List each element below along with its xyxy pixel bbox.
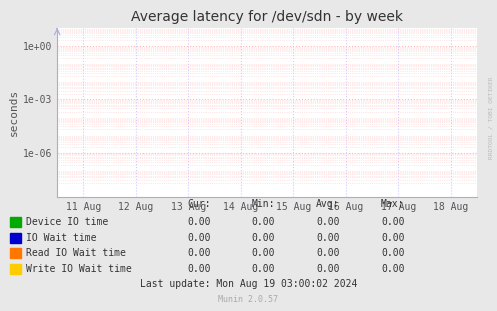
Text: RRDTOOL / TOBI OETIKER: RRDTOOL / TOBI OETIKER	[489, 77, 494, 160]
Text: 0.00: 0.00	[187, 248, 211, 258]
Text: Write IO Wait time: Write IO Wait time	[26, 264, 132, 274]
Text: Avg:: Avg:	[316, 199, 340, 209]
Text: Munin 2.0.57: Munin 2.0.57	[219, 295, 278, 304]
Text: 0.00: 0.00	[316, 217, 340, 227]
Text: 0.00: 0.00	[316, 264, 340, 274]
Text: 0.00: 0.00	[187, 264, 211, 274]
Title: Average latency for /dev/sdn - by week: Average latency for /dev/sdn - by week	[131, 10, 403, 24]
Text: 0.00: 0.00	[381, 248, 405, 258]
Text: Max:: Max:	[381, 199, 405, 209]
Text: 0.00: 0.00	[381, 264, 405, 274]
Text: 0.00: 0.00	[251, 248, 275, 258]
Text: Last update: Mon Aug 19 03:00:02 2024: Last update: Mon Aug 19 03:00:02 2024	[140, 279, 357, 289]
Text: 0.00: 0.00	[381, 217, 405, 227]
Text: 0.00: 0.00	[251, 233, 275, 243]
Text: Device IO time: Device IO time	[26, 217, 108, 227]
Text: Read IO Wait time: Read IO Wait time	[26, 248, 126, 258]
Text: 0.00: 0.00	[381, 233, 405, 243]
Text: 0.00: 0.00	[251, 264, 275, 274]
Text: 0.00: 0.00	[187, 217, 211, 227]
Text: 0.00: 0.00	[251, 217, 275, 227]
Y-axis label: seconds: seconds	[9, 89, 19, 136]
Text: IO Wait time: IO Wait time	[26, 233, 96, 243]
Text: 0.00: 0.00	[187, 233, 211, 243]
Text: 0.00: 0.00	[316, 248, 340, 258]
Text: Cur:: Cur:	[187, 199, 211, 209]
Text: 0.00: 0.00	[316, 233, 340, 243]
Text: Min:: Min:	[251, 199, 275, 209]
